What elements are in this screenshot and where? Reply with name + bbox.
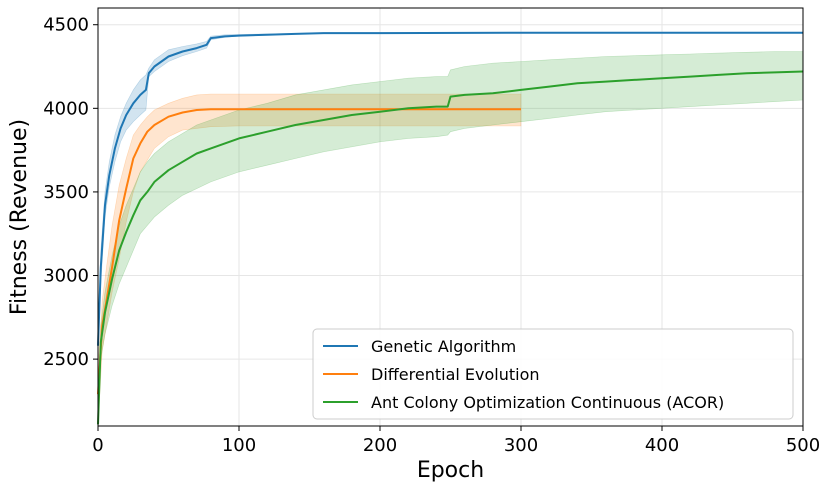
band-differential-evolution [97,93,522,427]
series-lines [97,31,804,425]
y-axis-label: Fitness (Revenue) [7,119,32,315]
line-genetic-algorithm [97,31,803,346]
x-tick-label: 400 [645,435,679,456]
x-axis-ticks: 0 100 200 300 400 500 [92,426,820,456]
legend: Genetic Algorithm Differential Evolution A… [312,328,794,420]
y-axis-ticks: 2500 3000 3500 4000 4500 [43,15,98,370]
line-ant-colony-optimization-continuous-acor [97,70,804,425]
legend-label-differential-evolution: Differential Evolution [371,365,540,384]
y-tick-label: 2500 [43,349,89,370]
y-tick-label: 4500 [43,15,89,36]
y-tick-label: 4000 [43,98,89,119]
y-tick-label: 3000 [43,266,89,287]
x-tick-label: 300 [504,435,538,456]
x-tick-label: 200 [363,435,397,456]
line-differential-evolution [97,108,521,395]
x-tick-label: 100 [222,435,256,456]
x-tick-label: 500 [786,435,820,456]
confidence-bands [97,32,804,427]
legend-label-genetic-algorithm: Genetic Algorithm [371,337,516,356]
x-axis-label: Epoch [417,458,484,483]
legend-label-ant-colony-optimization-continuous-acor: Ant Colony Optimization Continuous (ACOR… [371,393,724,412]
y-tick-label: 3500 [43,182,89,203]
plot-frame [97,7,804,427]
legend-box [312,328,794,420]
x-tick-label: 0 [92,435,103,456]
